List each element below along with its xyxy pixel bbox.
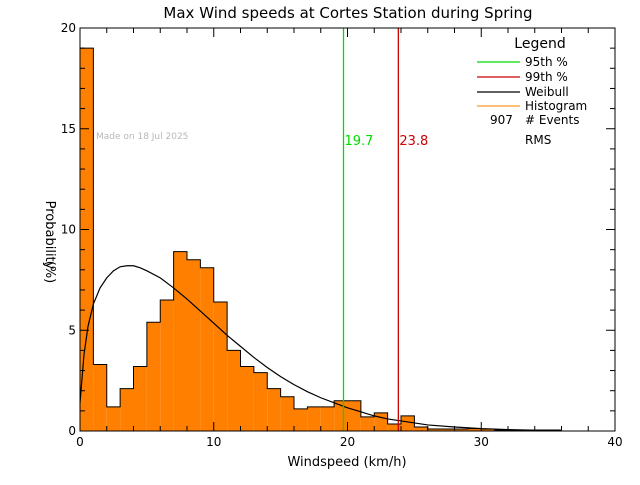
rms-label: RMS (525, 133, 551, 147)
legend-title: Legend (514, 36, 565, 52)
legend: Legend 95th % 99th % Weibull Histogram 9… (477, 36, 587, 147)
y-axis-unit: (%) (42, 261, 57, 284)
x-tick-label: 20 (340, 435, 355, 449)
histogram-bar (387, 423, 401, 431)
percentile-95th-label: 19.7 (344, 134, 373, 149)
histogram-bar (173, 251, 187, 431)
percentile-lines: 19.7 23.8 (342, 28, 428, 431)
y-tick-label: 20 (61, 21, 76, 35)
y-tick-label: 15 (61, 122, 76, 136)
histogram-bar (467, 428, 482, 431)
histogram-bar (80, 48, 94, 432)
histogram-bar (360, 416, 375, 431)
y-tick-label: 0 (68, 424, 76, 438)
histogram-bar (93, 364, 107, 431)
histogram-bar (454, 428, 468, 431)
histogram-bar (334, 400, 348, 431)
histogram-bar (294, 408, 308, 431)
x-axis-label: Windspeed (km/h) (287, 455, 406, 470)
histogram-bar (307, 406, 321, 431)
x-tick-label: 30 (474, 435, 489, 449)
histogram-bar (213, 302, 228, 431)
histogram-bars (79, 47, 615, 432)
histogram-bar (253, 372, 268, 431)
histogram-bar (427, 428, 442, 431)
legend-label-histogram: Histogram (525, 99, 587, 113)
histogram-bar (200, 267, 214, 431)
weibull-curve-group (79, 265, 562, 432)
histogram-bar (240, 366, 254, 431)
histogram-bar (481, 428, 495, 431)
x-tick-label: 0 (76, 435, 84, 449)
y-tick-label: 5 (68, 323, 76, 337)
events-label: # Events (525, 113, 580, 127)
histogram-bar (227, 350, 241, 431)
weibull-curve (79, 265, 562, 432)
events-count: 907 (490, 113, 513, 127)
histogram-bar (441, 428, 455, 431)
percentile-99th-label: 23.8 (399, 134, 428, 149)
y-tick-label: 10 (61, 223, 76, 237)
histogram-bar (508, 429, 522, 431)
histogram-bar (120, 388, 134, 431)
histogram-bar (414, 426, 428, 431)
histogram-bar (374, 412, 388, 431)
watermark: Made on 18 Jul 2025 (96, 132, 188, 142)
histogram-bar (146, 322, 161, 431)
x-tick-label: 40 (607, 435, 622, 449)
histogram-bar (106, 406, 121, 431)
histogram-bar (160, 300, 174, 431)
histogram-bar (401, 415, 415, 431)
y-axis-label: Probability (42, 201, 57, 270)
histogram-bar (347, 400, 361, 431)
histogram-bar (187, 259, 201, 431)
axis-ticks: 0 10 20 30 40 0 5 10 15 20 (61, 21, 623, 449)
chart-title: Max Wind speeds at Cortes Station during… (163, 4, 532, 22)
histogram-bar (320, 406, 335, 431)
x-tick-label: 10 (206, 435, 221, 449)
histogram-bar (280, 396, 294, 431)
histogram-bar (494, 429, 508, 431)
histogram-bar (267, 388, 281, 431)
legend-label-95th: 95th % (525, 55, 568, 69)
legend-label-99th: 99th % (525, 70, 568, 84)
histogram-bar (133, 366, 147, 431)
legend-label-weibull: Weibull (525, 85, 569, 99)
